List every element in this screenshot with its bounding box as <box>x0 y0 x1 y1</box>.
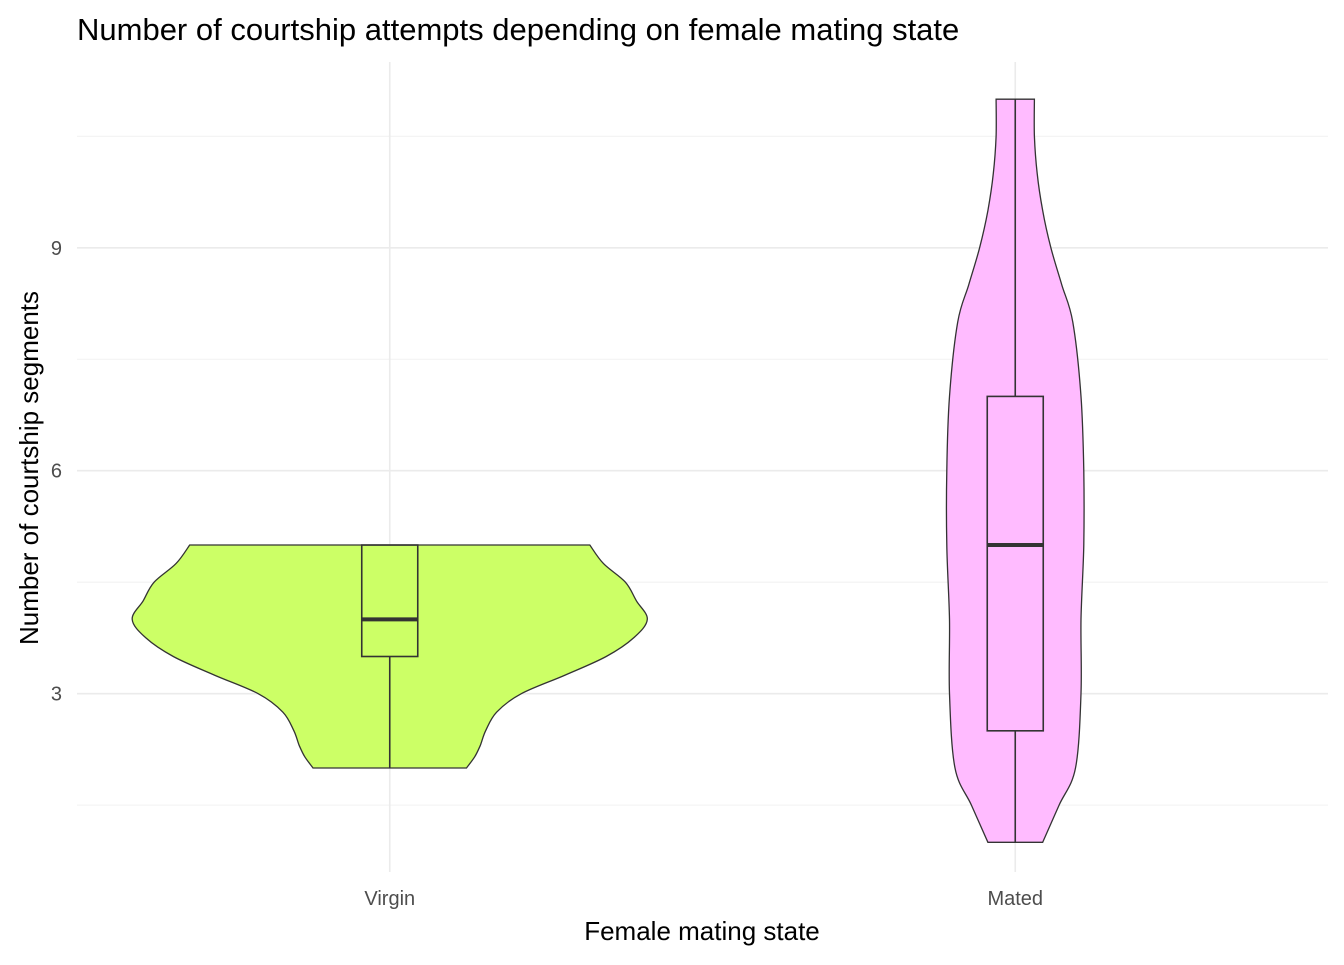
y-axis-tick-labels: 3 6 9 <box>51 238 62 706</box>
box-plots <box>360 99 1045 843</box>
violin-mated <box>945 98 1085 843</box>
x-tick-label: Virgin <box>364 888 415 910</box>
chart-title: Number of courtship attempts depending o… <box>77 12 959 47</box>
x-axis-tick-labels: Virgin Mated <box>364 888 1043 910</box>
y-tick-label: 9 <box>51 238 62 260</box>
grid-lines <box>77 62 1328 872</box>
x-axis-title: Female mating state <box>584 916 820 946</box>
y-axis-title: Number of courtship segments <box>14 291 44 645</box>
y-tick-label: 3 <box>51 684 62 706</box>
box-mated <box>986 395 1045 732</box>
box-virgin <box>360 544 419 658</box>
x-tick-label: Mated <box>987 888 1043 910</box>
y-tick-label: 6 <box>51 461 62 483</box>
